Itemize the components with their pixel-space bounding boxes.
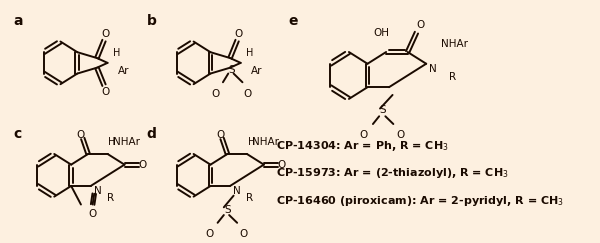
Text: c: c [13,127,22,141]
Text: O: O [244,89,252,99]
Text: O: O [397,130,404,140]
Text: R: R [246,193,253,203]
Text: O: O [416,20,424,30]
Text: NHAr: NHAr [252,137,279,147]
Text: d: d [146,127,157,141]
Text: R: R [107,193,114,203]
Text: S: S [379,105,386,115]
Text: O: O [216,130,224,139]
Text: S: S [224,205,230,215]
Text: O: O [138,160,146,170]
Text: O: O [235,29,243,39]
Text: CP-16460 (piroxicam): Ar = 2-pyridyl, R = CH$_3$: CP-16460 (piroxicam): Ar = 2-pyridyl, R … [276,193,565,208]
Text: N: N [94,186,101,196]
Text: a: a [13,14,23,28]
Text: O: O [89,209,97,219]
Text: CP-15973: Ar = (2-thiazolyl), R = CH$_3$: CP-15973: Ar = (2-thiazolyl), R = CH$_3$ [276,166,509,180]
Text: O: O [212,89,220,99]
Text: CP-14304: Ar = Ph, R = CH$_3$: CP-14304: Ar = Ph, R = CH$_3$ [276,139,449,153]
Text: H: H [248,137,255,147]
Text: O: O [205,229,214,239]
Text: b: b [146,14,157,28]
Text: O: O [101,29,110,39]
Text: O: O [277,160,286,170]
Text: S: S [229,65,235,75]
Text: N: N [430,64,437,74]
Text: O: O [77,130,85,139]
Text: H: H [246,48,253,58]
Text: NHAr: NHAr [442,39,469,49]
Text: e: e [289,14,298,28]
Text: Ar: Ar [118,66,129,76]
Text: O: O [239,229,247,239]
Text: H: H [109,137,116,147]
Text: N: N [233,186,241,196]
Text: R: R [449,72,457,82]
Text: H: H [113,48,120,58]
Text: O: O [359,130,367,140]
Text: OH: OH [374,28,389,38]
Text: NHAr: NHAr [113,137,140,147]
Text: O: O [101,87,110,97]
Text: Ar: Ar [251,66,262,76]
